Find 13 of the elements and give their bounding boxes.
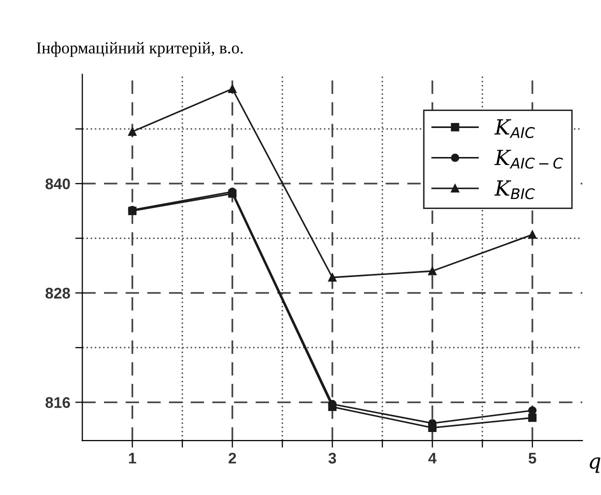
x-tick-label: 2 [228, 452, 236, 464]
legend-label: K$_{AIC−C}$ [494, 150, 563, 169]
legend-label: K$_{AIC}$ [494, 119, 535, 138]
x-tick-label: 5 [528, 452, 536, 464]
x-axis-title: q [590, 457, 600, 473]
y-axis-title: Інформаційний критерій, в.о. [36, 42, 243, 57]
legend-label: K$_{BIC}$ [494, 180, 535, 200]
y-tick-label: 828 [46, 288, 70, 299]
x-tick-label: 4 [428, 452, 437, 464]
x-tick-label: 1 [129, 452, 136, 464]
y-tick-label: 816 [46, 397, 70, 408]
y-tick-label: 840 [46, 178, 70, 190]
x-tick-label: 3 [328, 452, 336, 464]
